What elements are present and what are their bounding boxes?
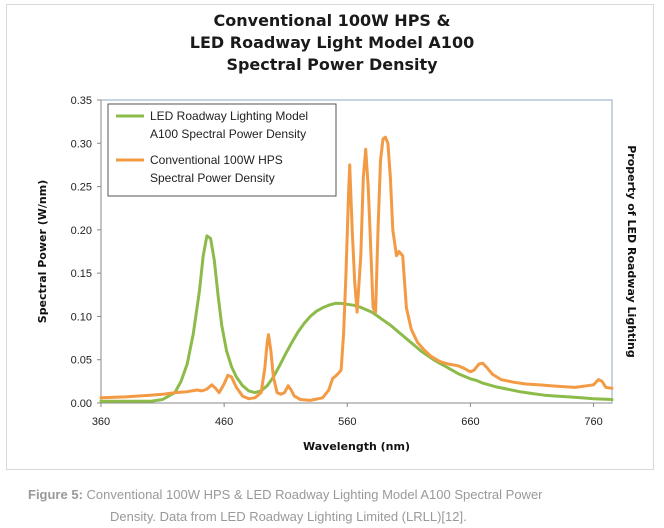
x-tick-label: 460 bbox=[215, 416, 233, 428]
series-line-hps bbox=[99, 135, 614, 402]
y-tick-label: 0.05 bbox=[71, 355, 92, 367]
y-tick-label: 0.20 bbox=[71, 225, 92, 237]
caption-line-1: Conventional 100W HPS & LED Roadway Ligh… bbox=[86, 487, 543, 502]
y-tick-label: 0.15 bbox=[71, 268, 92, 280]
chart-title-line-1: Conventional 100W HPS & bbox=[213, 11, 451, 30]
legend-label-line: LED Roadway Lighting Model bbox=[150, 109, 308, 123]
figure-frame bbox=[6, 4, 654, 470]
chart-title-line-2: LED Roadway Light Model A100 bbox=[189, 33, 475, 52]
y-axis-label: Spectral Power (W/nm) bbox=[36, 180, 49, 323]
series-line-led bbox=[99, 234, 614, 403]
caption-line-2: Density. Data from LED Roadway Lighting … bbox=[110, 509, 467, 524]
legend-box bbox=[107, 103, 337, 197]
legend-label-line: Spectral Power Density bbox=[150, 171, 275, 185]
y-tick-label: 0.30 bbox=[71, 138, 92, 150]
watermark-label: Property of LED Roadway Lighting bbox=[625, 145, 638, 358]
y-tick-label: 0.10 bbox=[71, 311, 92, 323]
figure-caption: Figure 5: Conventional 100W HPS & LED Ro… bbox=[28, 484, 648, 528]
x-tick-label: 360 bbox=[92, 416, 110, 428]
legend-label-line: A100 Spectral Power Density bbox=[150, 127, 306, 141]
y-tick-label: 0.25 bbox=[71, 182, 92, 194]
legend-label-line: Conventional 100W HPS bbox=[150, 153, 283, 167]
x-tick-label: 560 bbox=[338, 416, 356, 428]
chart-title: Conventional 100W HPS & LED Roadway Ligh… bbox=[0, 10, 664, 76]
x-axis-label: Wavelength (nm) bbox=[303, 440, 410, 453]
caption-label: Figure 5: bbox=[28, 487, 83, 502]
y-tick-label: 0.35 bbox=[71, 95, 92, 107]
chart-title-line-3: Spectral Power Density bbox=[226, 55, 438, 74]
x-tick-label: 760 bbox=[584, 416, 602, 428]
y-tick-label: 0.00 bbox=[71, 398, 92, 410]
x-tick-label: 660 bbox=[461, 416, 479, 428]
